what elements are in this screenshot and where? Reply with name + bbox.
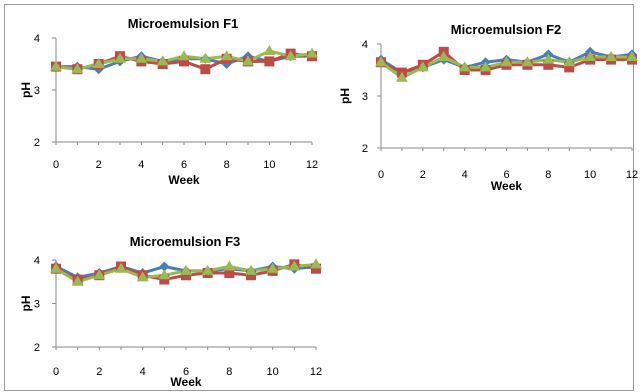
point-square <box>246 270 256 281</box>
point-square <box>564 62 575 73</box>
point-triangle <box>306 47 318 58</box>
point-triangle <box>115 262 127 273</box>
chart-title: Microemulsion F3 <box>130 234 241 249</box>
point-triangle <box>135 52 148 63</box>
point-triangle <box>284 50 297 61</box>
point-triangle <box>605 51 618 61</box>
point-triangle <box>199 52 212 63</box>
point-triangle <box>437 51 450 61</box>
point-triangle <box>416 61 429 72</box>
x-tick-label: 2 <box>420 169 426 181</box>
x-tick-label: 6 <box>503 169 509 181</box>
y-axis-label: pH <box>19 82 33 98</box>
point-triangle <box>50 262 62 273</box>
chart-title: Microemulsion F1 <box>128 16 239 31</box>
x-axis-label: Week <box>168 173 199 187</box>
x-tick-label: 10 <box>263 159 275 171</box>
point-triangle <box>263 45 276 55</box>
point-triangle <box>178 50 190 61</box>
point-square <box>264 56 275 67</box>
x-tick-label: 0 <box>378 169 384 181</box>
point-square <box>224 268 235 279</box>
point-triangle <box>310 258 322 269</box>
point-triangle <box>71 275 84 286</box>
x-tick-label: 12 <box>626 169 638 181</box>
point-square <box>311 263 321 274</box>
point-triangle <box>136 271 149 282</box>
x-tick-label: 12 <box>310 366 322 378</box>
point-triangle <box>92 58 105 68</box>
x-tick-label: 8 <box>226 366 232 378</box>
point-triangle <box>180 264 192 275</box>
chart-title: Microemulsion F2 <box>451 22 562 37</box>
y-tick-label: 4 <box>34 33 40 45</box>
point-triangle <box>479 61 492 72</box>
figure-frame <box>4 4 634 391</box>
point-square <box>200 64 211 75</box>
y-tick-label: 2 <box>362 143 368 155</box>
y-tick-label: 2 <box>34 342 40 354</box>
point-triangle <box>114 52 126 63</box>
x-tick-label: 0 <box>53 366 59 378</box>
x-tick-label: 10 <box>267 366 279 378</box>
point-square <box>181 270 191 281</box>
y-axis-label: pH <box>338 88 352 104</box>
y-tick-label: 3 <box>362 91 368 103</box>
point-triangle <box>220 50 233 61</box>
point-triangle <box>626 51 638 61</box>
x-tick-label: 8 <box>545 169 551 181</box>
point-triangle <box>201 264 214 275</box>
x-axis-label: Week <box>170 375 201 389</box>
y-axis-label: pH <box>19 296 33 312</box>
point-triangle <box>288 260 301 271</box>
x-tick-label: 4 <box>140 366 146 378</box>
point-triangle <box>71 63 84 74</box>
x-tick-label: 2 <box>96 159 102 171</box>
x-tick-label: 12 <box>306 159 318 171</box>
x-tick-label: 6 <box>181 159 187 171</box>
point-triangle <box>50 60 62 71</box>
y-tick-label: 3 <box>34 299 40 311</box>
x-tick-label: 10 <box>584 169 596 181</box>
y-tick-label: 4 <box>362 39 368 51</box>
point-triangle <box>93 269 106 280</box>
point-square <box>159 274 170 285</box>
point-triangle <box>542 53 555 64</box>
x-tick-label: 4 <box>138 159 144 171</box>
x-tick-label: 8 <box>224 159 230 171</box>
point-triangle <box>395 71 408 82</box>
point-triangle <box>156 55 169 66</box>
point-square <box>179 56 189 67</box>
x-tick-label: 4 <box>462 169 468 181</box>
x-axis-label: Week <box>491 179 522 193</box>
y-tick-label: 4 <box>34 255 40 267</box>
point-triangle <box>521 56 534 67</box>
point-triangle <box>458 61 471 72</box>
point-triangle <box>266 262 279 273</box>
y-tick-label: 3 <box>34 85 40 97</box>
point-diamond <box>159 261 170 272</box>
point-triangle <box>245 264 257 275</box>
point-triangle <box>242 55 254 66</box>
point-triangle <box>500 56 513 67</box>
x-tick-label: 6 <box>183 366 189 378</box>
y-tick-label: 2 <box>34 137 40 149</box>
point-triangle <box>158 269 171 280</box>
point-square <box>543 59 554 70</box>
point-triangle <box>375 56 387 67</box>
x-tick-label: 2 <box>96 366 102 378</box>
point-triangle <box>223 260 236 271</box>
point-triangle <box>563 56 576 67</box>
x-tick-label: 0 <box>53 159 59 171</box>
point-triangle <box>584 51 597 61</box>
